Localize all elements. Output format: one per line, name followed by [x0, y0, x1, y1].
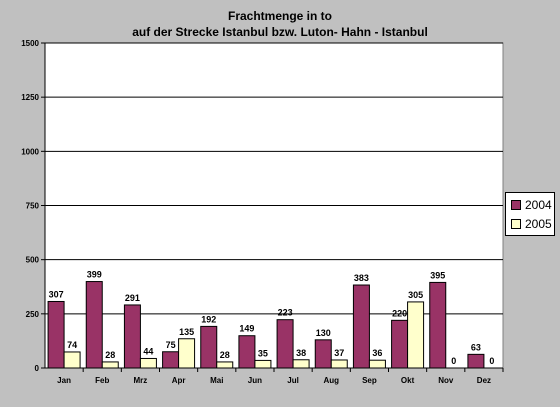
data-label-2005: 35 [258, 348, 268, 358]
bar-2005 [216, 361, 234, 369]
bar-2005 [101, 361, 119, 369]
bar-2004 [429, 281, 447, 369]
data-label-2005: 0 [451, 356, 456, 366]
chart-subtitle: auf der Strecke Istanbul bzw. Luton- Hah… [132, 25, 428, 39]
x-tick-label: Nov [438, 376, 454, 385]
x-tick-label: Aug [323, 376, 339, 385]
data-label-2005: 28 [220, 350, 230, 360]
x-tick-label: Mrz [134, 376, 148, 385]
data-label-2005: 0 [489, 356, 494, 366]
chart-title: Frachtmenge in to [227, 9, 332, 23]
y-tick-label: 1000 [21, 147, 39, 156]
data-label-2004: 192 [201, 314, 216, 324]
bar-2004 [200, 325, 218, 369]
data-label-2004: 149 [239, 324, 254, 334]
legend-label-2005: 2005 [525, 217, 552, 231]
bar-2005 [178, 338, 196, 369]
x-tick-label: Okt [401, 376, 415, 385]
data-label-2004: 130 [316, 328, 331, 338]
bar-2005 [330, 359, 348, 369]
data-label-2004: 383 [354, 273, 369, 283]
bar-2004 [123, 304, 141, 369]
x-tick-label: Mai [210, 376, 223, 385]
bar-2005 [139, 357, 157, 369]
y-tick-label: 0 [35, 364, 40, 373]
y-tick-label: 1250 [21, 93, 39, 102]
data-label-2005: 38 [296, 348, 306, 358]
bar-2004 [467, 353, 485, 369]
data-label-2004: 307 [49, 289, 64, 299]
legend-item-2004: 2004 [511, 198, 552, 212]
x-tick-label: Jul [287, 376, 299, 385]
data-label-2004: 399 [87, 270, 102, 280]
x-tick-label: Apr [172, 376, 186, 385]
data-label-2005: 37 [334, 348, 344, 358]
data-label-2005: 28 [105, 350, 115, 360]
data-label-2004: 395 [430, 270, 445, 280]
bar-2004 [352, 284, 370, 369]
y-tick-label: 250 [26, 310, 40, 319]
legend-label-2004: 2004 [525, 198, 552, 212]
bar-2005 [407, 301, 425, 369]
bar-2004 [314, 339, 332, 369]
legend-swatch-2005 [511, 219, 521, 229]
data-label-2004: 220 [392, 308, 407, 318]
data-label-2005: 305 [408, 290, 423, 300]
data-label-2005: 135 [179, 327, 194, 337]
bar-2005 [292, 359, 310, 369]
x-tick-label: Jun [248, 376, 262, 385]
x-tick-label: Feb [95, 376, 109, 385]
data-label-2004: 223 [278, 308, 293, 318]
data-label-2005: 74 [67, 340, 77, 350]
x-tick-label: Jan [57, 376, 71, 385]
data-label-2004: 75 [166, 340, 176, 350]
bar-2005 [368, 359, 386, 369]
y-tick-label: 1500 [21, 39, 39, 48]
bar-2004 [276, 319, 294, 369]
bar-2005 [63, 351, 81, 369]
legend-swatch-2004 [511, 200, 521, 210]
data-label-2005: 44 [143, 346, 153, 356]
bar-2004 [238, 335, 256, 369]
legend-item-2005: 2005 [511, 217, 552, 231]
data-label-2004: 63 [471, 342, 481, 352]
bar-2004 [85, 281, 103, 369]
data-label-2004: 291 [125, 293, 140, 303]
legend: 2004 2005 [505, 192, 555, 236]
y-tick-label: 750 [26, 202, 40, 211]
x-tick-label: Sep [362, 376, 377, 385]
bar-2005 [254, 359, 272, 369]
y-tick-label: 500 [26, 256, 40, 265]
x-tick-label: Dez [477, 376, 491, 385]
bar-2004 [162, 351, 180, 369]
bar-2004 [391, 319, 409, 369]
data-label-2005: 36 [372, 348, 382, 358]
bar-2004 [47, 300, 65, 369]
